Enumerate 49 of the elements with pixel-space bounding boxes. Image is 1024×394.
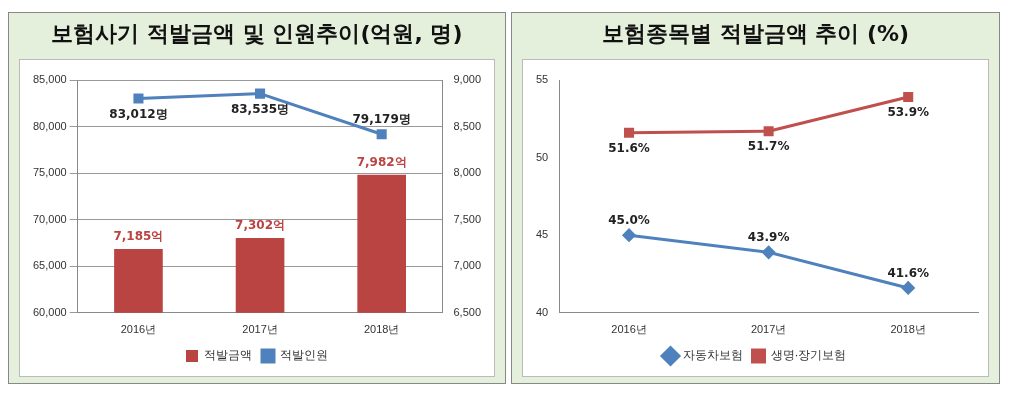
y-tick-label: 40 [535, 305, 549, 318]
y-tick-label: 70,000 [32, 212, 67, 225]
x-tick-label: 2017년 [750, 323, 787, 336]
data-label: 51.6% [608, 140, 650, 155]
data-label: 7,185억 [113, 229, 164, 244]
data-label: 83,535명 [230, 101, 290, 116]
data-label: 79,179명 [352, 112, 411, 127]
data-label: 7,982억 [356, 154, 407, 169]
y-tick-label: 75,000 [32, 166, 67, 179]
legend-label: 생명·장기보험 [770, 348, 847, 363]
y2-tick-label: 8,500 [453, 119, 481, 132]
y-tick-label: 80,000 [32, 119, 67, 132]
point [622, 228, 636, 242]
data-label: 41.6% [887, 266, 930, 281]
y2-tick-label: 6,500 [453, 305, 481, 318]
data-label: 53.9% [887, 105, 930, 120]
data-label: 83,012명 [109, 106, 168, 121]
y-tick-label: 45 [535, 228, 549, 241]
point [901, 281, 915, 295]
x-tick-label: 2018년 [890, 323, 926, 336]
point [763, 126, 774, 137]
point [255, 88, 266, 99]
y2-tick-label: 9,000 [453, 73, 481, 86]
y2-tick-label: 8,000 [453, 166, 481, 179]
y-tick-label: 60,000 [32, 305, 67, 318]
data-label: 51.7% [747, 139, 790, 154]
x-tick-label: 2016년 [120, 323, 157, 336]
y-tick-label: 55 [535, 73, 549, 86]
y-tick-label: 65,000 [32, 259, 67, 272]
point [903, 92, 914, 103]
legend-label: 적발금액 [204, 348, 252, 363]
y2-tick-label: 7,500 [453, 212, 481, 225]
y-tick-label: 85,000 [32, 73, 67, 86]
legend-label: 자동차보험 [682, 348, 743, 363]
point [376, 129, 387, 140]
chart-title: 보험종목별 적발금액 추이 (%) [600, 20, 911, 48]
y-tick-label: 50 [535, 150, 549, 163]
x-tick-label: 2017년 [242, 323, 278, 336]
y2-tick-label: 7,000 [453, 259, 481, 272]
x-tick-label: 2016년 [611, 323, 647, 336]
point [133, 93, 144, 104]
data-label: 43.9% [747, 230, 790, 245]
x-tick-label: 2018년 [363, 323, 400, 336]
chart-title: 보험사기 적발금액 및 인원추이(억원, 명) [50, 20, 464, 48]
point [623, 127, 635, 138]
data-label: 7,302억 [235, 218, 286, 233]
point [762, 245, 776, 259]
data-label: 45.0% [608, 213, 650, 228]
legend-label: 적발인원 [280, 348, 328, 363]
